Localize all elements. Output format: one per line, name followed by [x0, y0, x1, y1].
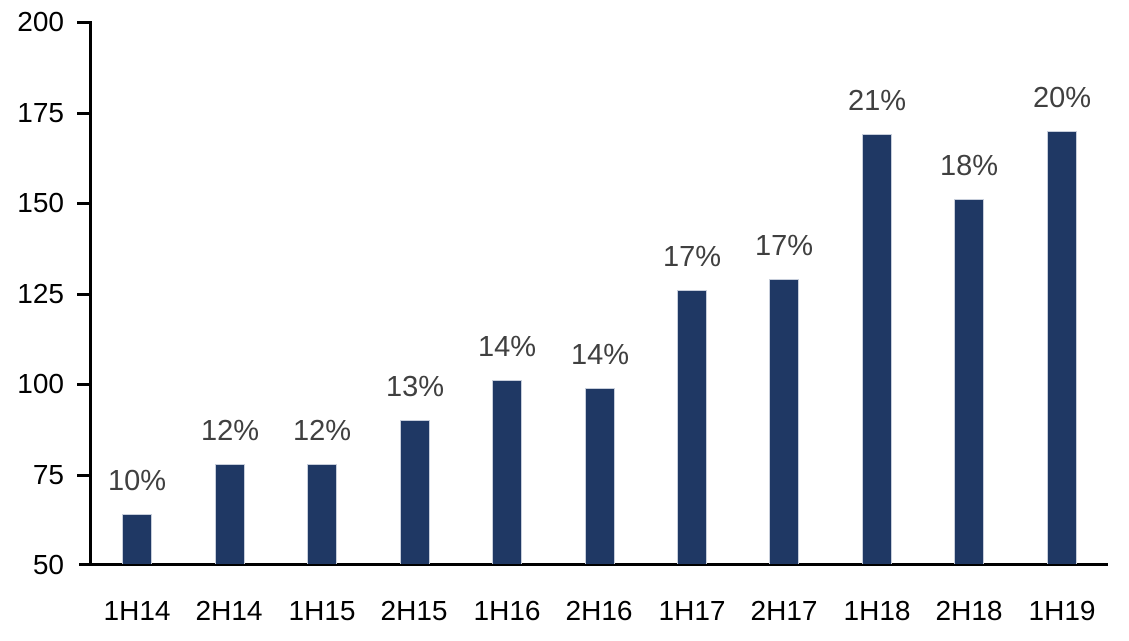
bar-1H19	[1047, 131, 1077, 564]
bar-1H17	[677, 290, 707, 564]
y-axis-tick	[77, 21, 90, 24]
y-axis-tick	[77, 474, 90, 477]
bar-value-label: 18%	[939, 150, 999, 182]
y-axis-tick	[77, 293, 90, 296]
bar-1H18	[862, 134, 892, 564]
x-axis-category-label: 1H17	[658, 595, 726, 626]
x-axis-category-label: 2H15	[380, 595, 448, 626]
y-axis-tick-label: 200	[17, 6, 64, 37]
x-axis-category-label: 2H16	[565, 595, 633, 626]
x-axis-line	[79, 563, 1108, 566]
x-axis-category-label: 2H18	[935, 595, 1003, 626]
bar-value-label: 10%	[107, 465, 167, 497]
y-axis-tick-label: 125	[17, 278, 64, 309]
bar-1H15	[307, 464, 337, 564]
x-axis-category-label: 1H15	[288, 595, 356, 626]
x-axis-category-label: 1H18	[843, 595, 911, 626]
x-axis-category-label: 1H14	[103, 595, 171, 626]
x-axis-category-label: 2H14	[195, 595, 263, 626]
bar-2H16	[585, 388, 615, 564]
bar-value-label: 14%	[570, 339, 630, 371]
bar-value-label: 17%	[754, 230, 814, 262]
x-axis-category-label: 2H17	[750, 595, 818, 626]
y-axis-tick-label: 175	[17, 97, 64, 128]
y-axis-tick-label: 100	[17, 368, 64, 399]
y-axis-tick	[77, 383, 90, 386]
y-axis-tick	[77, 202, 90, 205]
bar-value-label: 13%	[385, 371, 445, 403]
bar-2H17	[769, 279, 799, 564]
bar-value-label: 12%	[200, 415, 260, 447]
bar-2H15	[400, 420, 430, 564]
y-axis-tick-label: 50	[32, 549, 64, 580]
y-axis-tick-label: 75	[32, 459, 64, 490]
bar-value-label: 21%	[847, 85, 907, 117]
bar-1H16	[492, 380, 522, 564]
bar-2H14	[215, 464, 245, 564]
bar-1H14	[122, 514, 152, 564]
x-axis-category-label: 1H16	[473, 595, 541, 626]
y-axis-tick	[77, 112, 90, 115]
y-axis-line	[89, 21, 92, 566]
bar-2H18	[954, 199, 984, 564]
bar-value-label: 14%	[477, 331, 537, 363]
x-axis-category-label: 1H19	[1028, 595, 1096, 626]
bar-value-label: 20%	[1032, 82, 1092, 114]
bar-value-label: 17%	[662, 241, 722, 273]
bar-value-label: 12%	[292, 415, 352, 447]
y-axis-tick-label: 150	[17, 187, 64, 218]
